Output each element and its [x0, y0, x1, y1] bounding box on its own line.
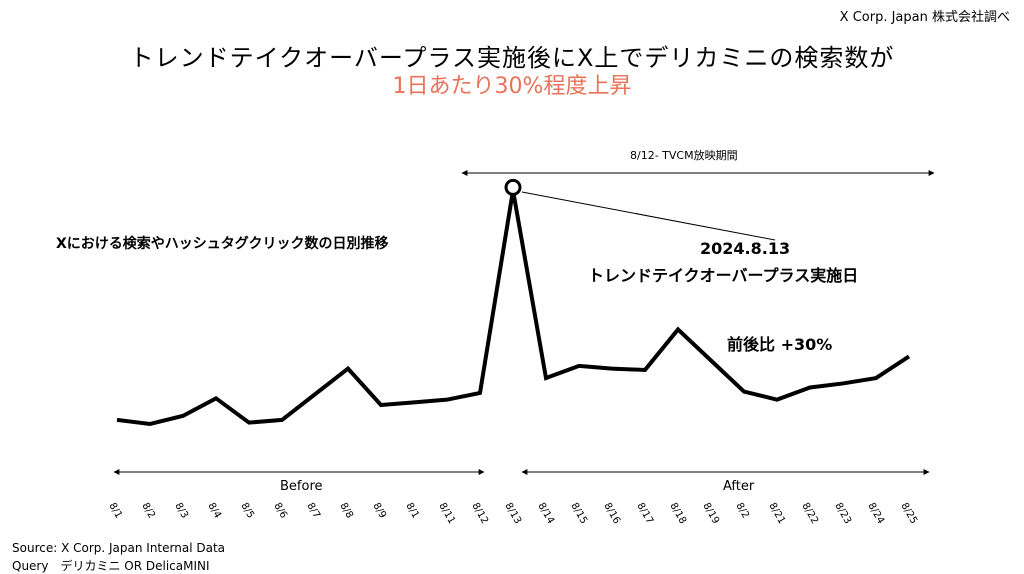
- x-tick-label: 8/18: [667, 501, 688, 526]
- x-tick-label: 8/13: [502, 501, 523, 526]
- peak-callout-line: [521, 191, 776, 241]
- before-label: Before: [280, 479, 323, 494]
- x-tick-label: 8/19: [700, 501, 721, 526]
- x-tick-label: 8/21: [766, 501, 787, 526]
- x-tick-label: 8/9: [370, 501, 388, 520]
- page-title: トレンドテイクオーバープラス実施後にX上でデリカミニの検索数が: [129, 44, 895, 72]
- peak-event-annotation: トレンドテイクオーバープラス実施日: [588, 266, 859, 285]
- x-tick-label: 8/2: [733, 501, 751, 520]
- x-tick-label: 8/5: [238, 501, 256, 520]
- x-tick-label: 8/8: [337, 501, 355, 520]
- tvcm-period-label: 8/12- TVCM放映期間: [630, 149, 738, 162]
- x-tick-label: 8/25: [898, 501, 919, 526]
- x-axis-ticks: 8/1 8/2 8/3 8/4 8/5 8/6 8/7 8/8 8/9 8/1 8/11 8/12 8/…: [106, 501, 919, 526]
- x-tick-label: 8/15: [568, 501, 589, 526]
- x-tick-label: 8/6: [271, 501, 289, 520]
- corp-label: X Corp. Japan 株式会社調べ: [839, 10, 1010, 25]
- change-annotation: 前後比 +30%: [727, 335, 833, 354]
- peak-marker: [504, 178, 522, 196]
- x-tick-label: 8/1: [403, 501, 421, 520]
- chart-subtitle: Xにおける検索やハッシュタグクリック数の日別推移: [56, 236, 389, 252]
- x-tick-label: 8/17: [634, 501, 655, 526]
- x-tick-label: 8/1: [106, 501, 124, 520]
- x-tick-label: 8/2: [139, 501, 157, 520]
- peak-date-annotation: 2024.8.13: [700, 239, 791, 258]
- x-tick-label: 8/16: [601, 501, 622, 526]
- page-subtitle-highlight: 1日あたり30%程度上昇: [392, 74, 632, 99]
- x-tick-label: 8/11: [436, 501, 457, 526]
- x-tick-label: 8/3: [172, 501, 190, 520]
- x-tick-label: 8/23: [832, 501, 853, 526]
- x-tick-label: 8/12: [469, 501, 490, 526]
- series-line: [116, 190, 911, 426]
- x-tick-label: 8/22: [799, 501, 820, 526]
- source-note: Source: X Corp. Japan Internal Data: [12, 541, 226, 555]
- x-tick-label: 8/7: [304, 501, 322, 520]
- x-tick-label: 8/24: [865, 501, 886, 526]
- after-label: After: [723, 479, 755, 494]
- query-note: Query デリカミニ OR DelicaMINI: [12, 559, 210, 573]
- x-tick-label: 8/14: [535, 501, 556, 526]
- x-tick-label: 8/4: [205, 501, 223, 520]
